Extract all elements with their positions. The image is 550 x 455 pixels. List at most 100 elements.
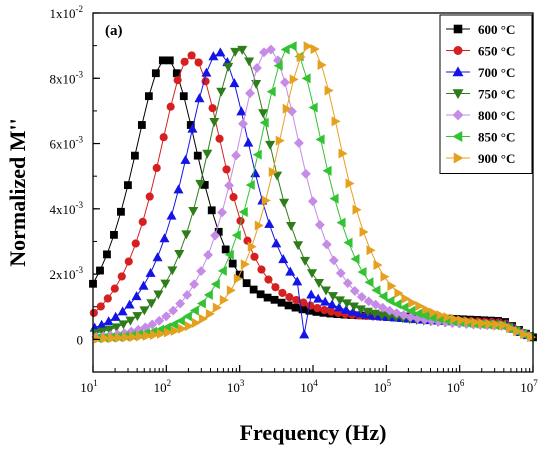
data-point bbox=[103, 250, 111, 259]
data-point bbox=[306, 289, 317, 299]
data-point bbox=[299, 329, 310, 339]
data-point bbox=[170, 325, 180, 336]
data-point bbox=[308, 102, 318, 113]
data-point bbox=[271, 238, 282, 248]
data-point bbox=[266, 86, 276, 97]
data-point bbox=[187, 51, 196, 60]
data-point bbox=[230, 47, 241, 57]
data-point bbox=[341, 304, 352, 314]
data-point bbox=[338, 148, 348, 159]
data-point bbox=[202, 149, 213, 159]
data-point bbox=[265, 140, 276, 150]
data-point bbox=[89, 308, 98, 318]
data-point bbox=[117, 272, 126, 281]
data-point bbox=[215, 134, 224, 143]
legend-entry: 850 °C bbox=[446, 130, 515, 145]
data-point bbox=[335, 268, 346, 279]
x-tick-label: 105 bbox=[374, 378, 392, 395]
y-tick-label: 1x10-2 bbox=[50, 4, 84, 21]
data-point bbox=[280, 44, 290, 55]
data-point bbox=[146, 299, 157, 309]
data-point bbox=[124, 299, 135, 309]
data-point bbox=[324, 85, 334, 96]
legend-entry: 900 °C bbox=[446, 151, 515, 166]
data-point bbox=[152, 163, 161, 173]
data-point bbox=[115, 332, 125, 343]
data-point bbox=[355, 308, 366, 318]
data-point bbox=[166, 102, 175, 111]
data-point bbox=[229, 193, 238, 202]
x-tick-label: 106 bbox=[447, 378, 465, 395]
data-point bbox=[175, 315, 185, 326]
data-point bbox=[198, 313, 208, 324]
data-point bbox=[189, 305, 199, 316]
data-point bbox=[110, 284, 119, 293]
data-point bbox=[429, 307, 439, 318]
data-point bbox=[188, 207, 199, 217]
data-point bbox=[259, 117, 269, 128]
data-point bbox=[317, 59, 327, 70]
data-point bbox=[289, 74, 299, 85]
data-point bbox=[158, 56, 167, 65]
data-point bbox=[349, 285, 360, 296]
data-point bbox=[110, 311, 121, 321]
legend: 600 °C 650 °C 700 °C 750 °C 800 °C 850 °C 900 … bbox=[439, 14, 533, 174]
data-point bbox=[399, 302, 409, 313]
data-point bbox=[224, 180, 234, 191]
data-point bbox=[167, 266, 178, 276]
data-point bbox=[292, 276, 303, 286]
data-point bbox=[174, 250, 185, 260]
data-point bbox=[117, 306, 128, 316]
data-point bbox=[263, 293, 272, 302]
data-point bbox=[249, 285, 258, 294]
data-point bbox=[301, 73, 311, 84]
data-point bbox=[329, 193, 339, 204]
data-point bbox=[378, 291, 388, 302]
data-point bbox=[506, 323, 516, 334]
data-point bbox=[219, 294, 229, 305]
data-point bbox=[401, 293, 411, 304]
data-point bbox=[124, 181, 132, 190]
data-point bbox=[320, 296, 331, 306]
data-point bbox=[366, 245, 376, 256]
data-point bbox=[124, 257, 133, 266]
legend-marker bbox=[452, 66, 464, 77]
data-point bbox=[96, 302, 105, 311]
x-tick-label: 103 bbox=[227, 378, 245, 395]
x-tick-label: 104 bbox=[300, 378, 318, 395]
data-point bbox=[252, 149, 262, 160]
data-point bbox=[251, 79, 262, 90]
data-point bbox=[478, 318, 488, 329]
data-point bbox=[250, 252, 259, 261]
data-point bbox=[320, 305, 329, 315]
data-point bbox=[345, 178, 355, 189]
data-point bbox=[527, 332, 537, 343]
legend-entry: 700 °C bbox=[446, 65, 515, 80]
data-point bbox=[245, 88, 255, 99]
legend-label: 850 °C bbox=[478, 130, 515, 145]
series-900C bbox=[94, 41, 537, 344]
data-point bbox=[182, 290, 193, 300]
data-point bbox=[96, 266, 104, 275]
data-point bbox=[320, 286, 332, 296]
data-point bbox=[296, 52, 306, 63]
legend-label: 650 °C bbox=[478, 44, 515, 59]
data-point bbox=[485, 318, 495, 329]
data-point bbox=[278, 288, 287, 297]
data-point bbox=[391, 308, 402, 319]
data-point bbox=[224, 249, 234, 260]
x-axis-title: Frequency (Hz) bbox=[240, 420, 387, 445]
data-point bbox=[231, 230, 241, 241]
data-point bbox=[258, 109, 269, 119]
data-point bbox=[356, 291, 367, 302]
data-point bbox=[159, 233, 170, 243]
data-point bbox=[471, 317, 481, 328]
data-point bbox=[257, 265, 266, 274]
data-point bbox=[310, 44, 320, 55]
data-point bbox=[187, 123, 198, 133]
y-axis-title: Normalized M'' bbox=[5, 118, 30, 266]
data-point bbox=[371, 285, 381, 296]
x-tick-label: 102 bbox=[154, 378, 172, 395]
data-point bbox=[264, 275, 273, 284]
data-point bbox=[327, 299, 338, 309]
